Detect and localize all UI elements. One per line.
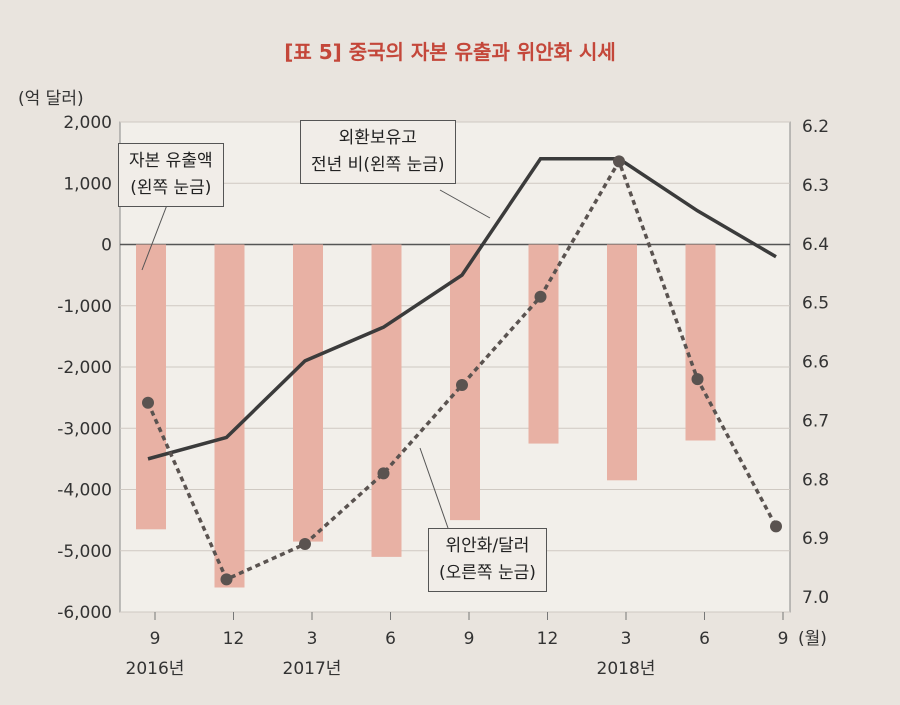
- y-left-tick-label: -2,000: [57, 358, 112, 378]
- y-right-tick-label: 6.2: [802, 117, 829, 137]
- x-tick-label: 9: [778, 629, 789, 649]
- x-tick-label: 12: [223, 629, 245, 649]
- point-yuan-dollar: [613, 155, 625, 168]
- y-left-tick-label: 1,000: [63, 174, 112, 194]
- x-tick-label: 9: [150, 629, 161, 649]
- y-left-unit: (억 달러): [18, 89, 84, 109]
- year-label: 2018년: [597, 659, 656, 679]
- leader-line: [419, 447, 449, 529]
- y-right-tick-label: 6.6: [802, 353, 829, 373]
- x-tick-label: 3: [621, 629, 632, 649]
- y-left-tick-label: -1,000: [57, 297, 112, 317]
- annotation-line: 외환보유고: [338, 128, 417, 148]
- y-right-tick-label: 6.4: [802, 235, 829, 255]
- bar-capital-outflow: [136, 244, 166, 530]
- y-left-tick-label: 0: [101, 236, 112, 256]
- x-tick-label: 6: [385, 629, 396, 649]
- bar-capital-outflow: [685, 244, 716, 441]
- point-yuan-dollar: [691, 373, 704, 386]
- point-yuan-dollar: [220, 573, 233, 586]
- y-right-tick-label: 6.9: [802, 529, 829, 549]
- chart-title: [표 5] 중국의 자본 유출과 위안화 시세: [284, 40, 616, 64]
- annotation-line: 전년 비(왼쪽 눈금): [311, 155, 445, 175]
- x-tick-label: 9: [464, 629, 475, 649]
- y-right-tick-label: 6.3: [802, 176, 829, 196]
- y-left-tick-label: 2,000: [63, 113, 112, 133]
- point-yuan-dollar: [770, 520, 782, 533]
- y-left-tick-label: -4,000: [57, 481, 112, 501]
- bar-capital-outflow: [293, 244, 323, 542]
- year-label: 2017년: [283, 659, 342, 679]
- bar-capital-outflow: [214, 244, 245, 588]
- x-unit: (월): [798, 629, 827, 649]
- y-right-tick-label: 6.8: [802, 470, 829, 490]
- y-left-tick-label: -6,000: [57, 603, 112, 623]
- y-left-tick-label: -5,000: [57, 542, 112, 562]
- line-fx-reserves: [147, 157, 777, 461]
- x-tick-label: 12: [537, 629, 559, 649]
- annotation-line: 자본 유출액: [129, 151, 213, 171]
- point-yuan-dollar: [377, 467, 390, 480]
- annotation-fx-reserves: 외환보유고 전년 비(왼쪽 눈금): [300, 120, 456, 184]
- x-tick-label: 6: [699, 629, 710, 649]
- bar-capital-outflow: [607, 244, 637, 481]
- annotation-line: (왼쪽 눈금): [130, 178, 212, 198]
- annotation-yuan-dollar: 위안화/달러 (오른쪽 눈금): [428, 528, 547, 592]
- bar-capital-outflow: [528, 244, 559, 444]
- point-yuan-dollar: [299, 538, 311, 551]
- annotation-capital-outflow: 자본 유출액 (왼쪽 눈금): [118, 143, 224, 207]
- y-right-tick-label: 6.5: [802, 294, 829, 314]
- point-yuan-dollar: [456, 379, 468, 392]
- y-right-tick-label: 6.7: [802, 411, 829, 431]
- bar-capital-outflow: [371, 244, 402, 557]
- y-right-tick-label: 7.0: [802, 588, 829, 608]
- year-label: 2016년: [126, 659, 185, 679]
- point-yuan-dollar: [534, 290, 547, 303]
- y-left-tick-label: -3,000: [57, 419, 112, 439]
- annotation-line: (오른쪽 눈금): [439, 563, 536, 583]
- annotation-line: 위안화/달러: [445, 536, 530, 556]
- x-tick-label: 3: [307, 629, 318, 649]
- point-yuan-dollar: [142, 396, 154, 409]
- leader-line: [439, 189, 491, 219]
